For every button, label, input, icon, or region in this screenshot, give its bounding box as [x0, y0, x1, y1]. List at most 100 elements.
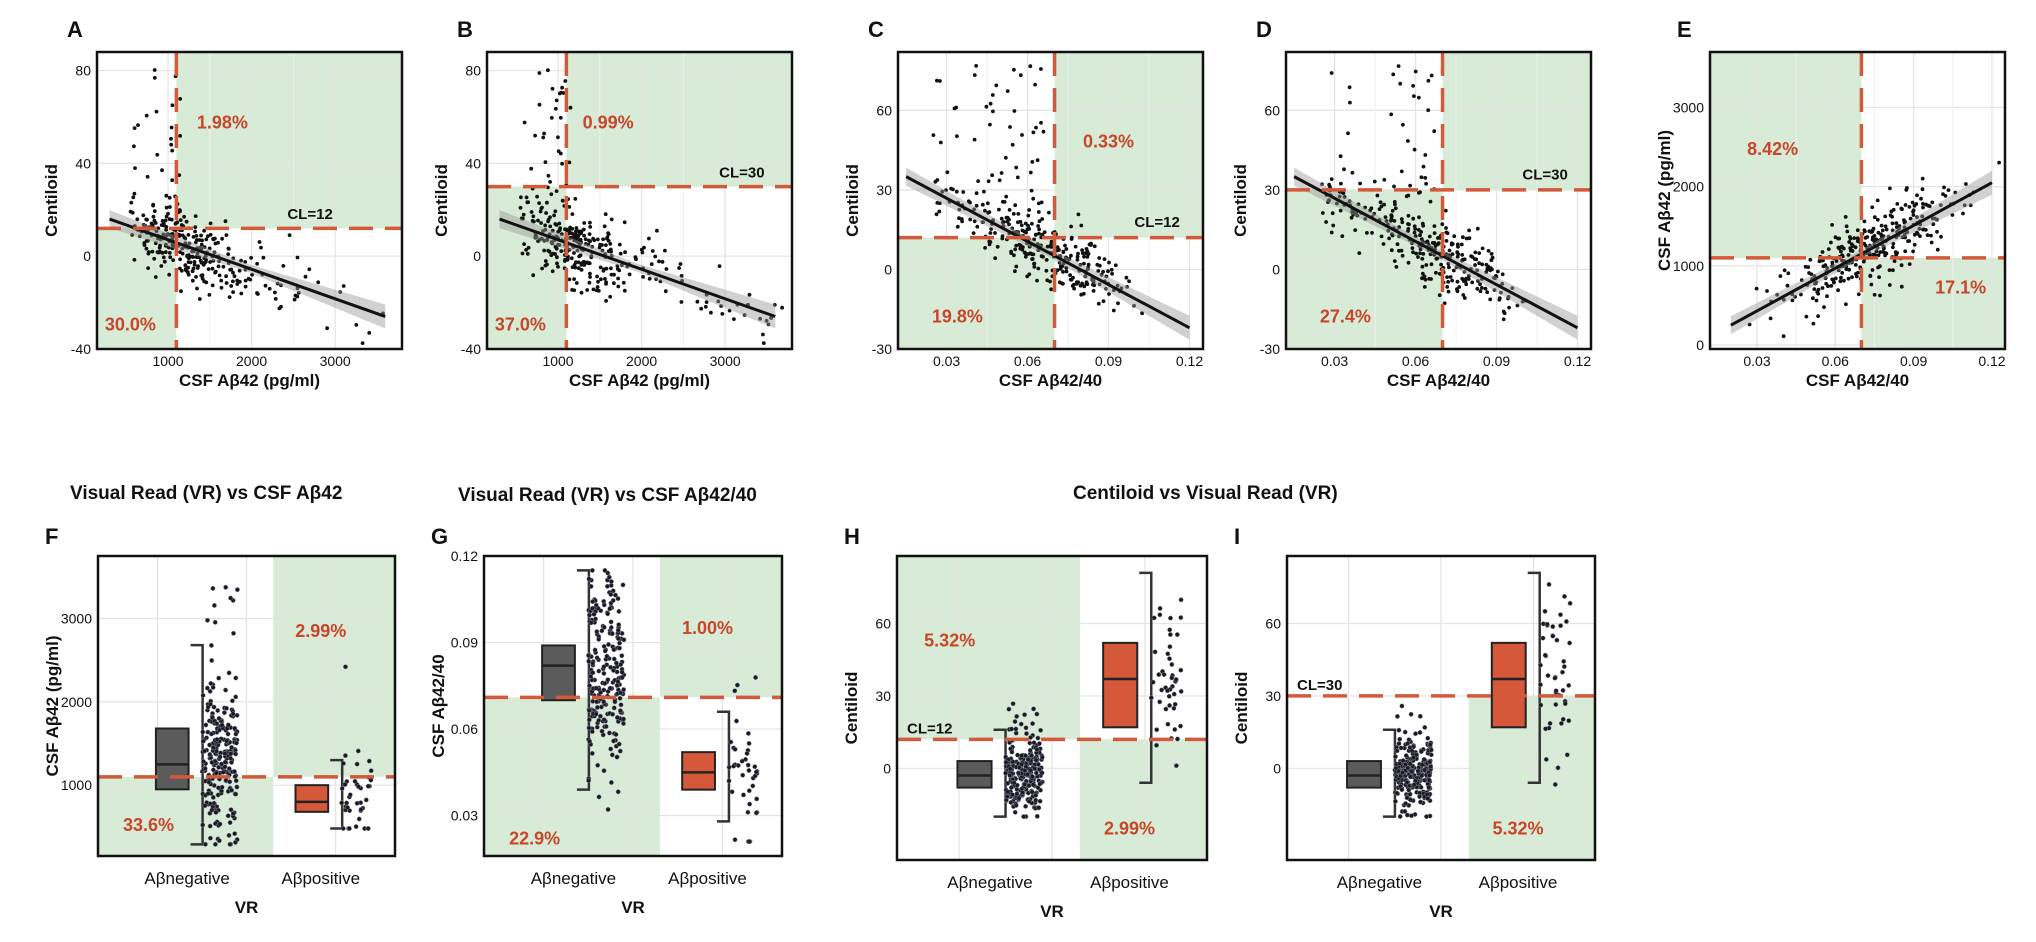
data-point	[1408, 183, 1412, 188]
data-point	[604, 299, 608, 303]
data-point	[608, 619, 614, 625]
data-point	[224, 274, 229, 279]
data-point	[1030, 221, 1034, 226]
data-point	[560, 198, 565, 203]
data-point	[988, 240, 993, 244]
data-point	[603, 212, 608, 217]
data-point	[216, 675, 222, 681]
data-point	[1036, 741, 1042, 747]
data-point	[642, 245, 646, 250]
data-point	[1044, 258, 1049, 262]
panel-letter: C	[868, 17, 884, 42]
data-point	[761, 332, 765, 337]
box	[541, 644, 576, 702]
data-point	[1765, 289, 1769, 293]
data-point	[1816, 314, 1820, 318]
data-point	[1405, 765, 1411, 771]
data-point	[1012, 253, 1016, 258]
data-point	[568, 105, 573, 110]
data-point	[1421, 252, 1426, 256]
category-label: Aβnegative	[1337, 873, 1422, 892]
data-point	[1854, 274, 1859, 279]
data-point	[1411, 250, 1415, 255]
data-point	[1912, 242, 1917, 247]
data-point	[130, 233, 135, 237]
data-point	[576, 260, 581, 265]
data-point	[595, 285, 600, 289]
data-point	[136, 123, 140, 127]
data-point	[1079, 223, 1084, 228]
data-point	[1019, 790, 1025, 796]
data-point	[239, 291, 244, 296]
data-point	[1166, 693, 1172, 699]
data-point	[1378, 200, 1383, 205]
data-point	[1786, 271, 1791, 276]
data-point	[1775, 292, 1779, 297]
data-point	[1930, 216, 1935, 221]
data-point	[997, 178, 1002, 183]
data-point	[279, 304, 283, 309]
data-point	[1923, 228, 1928, 232]
data-point	[356, 784, 361, 790]
y-tick-label: -30	[872, 341, 892, 357]
data-point	[1884, 251, 1889, 256]
data-point	[1091, 282, 1095, 287]
data-point	[583, 237, 588, 242]
data-point	[1033, 792, 1039, 798]
data-point	[152, 218, 157, 223]
data-point	[1891, 245, 1895, 250]
data-point	[1037, 798, 1043, 804]
data-point	[1394, 748, 1400, 754]
data-point	[1834, 259, 1839, 263]
data-point	[608, 592, 614, 597]
data-point	[1485, 290, 1490, 295]
data-point	[1016, 795, 1022, 801]
data-point	[1888, 213, 1893, 218]
data-point	[210, 684, 216, 690]
data-point	[1387, 236, 1391, 241]
data-point	[1026, 213, 1031, 218]
data-point	[663, 248, 667, 253]
y-axis-label: CSF Aβ42 (pg/ml)	[43, 635, 62, 776]
data-point	[994, 83, 999, 88]
data-point	[1900, 207, 1904, 212]
data-point	[273, 297, 278, 301]
data-point	[190, 278, 195, 283]
data-point	[1907, 239, 1912, 243]
data-point	[209, 807, 215, 813]
data-point	[542, 248, 546, 253]
data-point	[167, 251, 172, 255]
data-point	[197, 297, 202, 301]
data-point	[1107, 260, 1111, 265]
data-point	[746, 740, 752, 746]
data-point	[1444, 226, 1448, 230]
data-point	[1159, 687, 1165, 693]
data-point	[622, 288, 627, 293]
data-point	[572, 238, 576, 243]
data-point	[612, 592, 618, 598]
data-point	[209, 760, 215, 765]
data-point	[1844, 264, 1849, 269]
y-tick-label: 0.06	[451, 721, 478, 737]
data-point	[1002, 200, 1007, 204]
data-point	[613, 660, 619, 666]
panel-letter: D	[1256, 17, 1272, 42]
data-point	[1029, 188, 1034, 193]
data-point	[538, 209, 543, 214]
data-point	[162, 259, 167, 264]
data-point	[571, 235, 576, 239]
data-point	[555, 255, 559, 260]
data-point	[227, 779, 233, 785]
y-tick-label: 30	[1264, 182, 1280, 198]
data-point	[550, 86, 555, 91]
data-point	[1566, 718, 1572, 724]
data-point	[1872, 292, 1877, 297]
data-point	[1845, 229, 1850, 234]
data-point	[1417, 730, 1423, 735]
data-point	[1083, 274, 1088, 279]
data-point	[1022, 229, 1027, 234]
data-point	[1560, 716, 1566, 722]
data-point	[1432, 224, 1437, 229]
data-point	[618, 690, 623, 696]
